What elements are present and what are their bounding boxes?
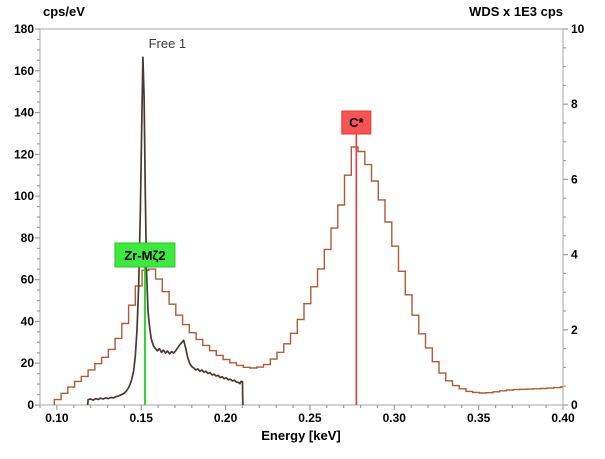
free1-peak-label: Free 1: [149, 36, 187, 51]
left-axis-title: cps/eV: [43, 4, 85, 19]
x-axis-tick-label: 0.25: [298, 411, 322, 425]
right-axis-tick-label: 0: [571, 398, 578, 412]
left-axis-tick-label: 80: [21, 231, 35, 245]
eds-spectrum-curve: [53, 146, 563, 405]
x-axis-tick-label: 0.10: [45, 411, 69, 425]
plot-layer: 0.10 0.15 0.20 0.25 0.30 0.35 0.40020406080100…: [14, 22, 585, 425]
x-axis-tick-label: 0.40: [551, 411, 575, 425]
c-marker-label: C*: [349, 115, 364, 130]
right-axis-tick-label: 10: [571, 22, 585, 36]
x-axis-tick-label: 0.15: [130, 411, 154, 425]
x-axis-tick-label: 0.20: [214, 411, 238, 425]
right-axis-tick-label: 4: [571, 248, 578, 262]
x-axis-title: Energy [keV]: [261, 428, 340, 443]
right-axis-title: WDS x 1E3 cps: [469, 4, 563, 19]
zr-marker-label-box: [114, 242, 176, 268]
wds-scan-curve: [86, 56, 244, 406]
right-axis-tick-label: 6: [571, 172, 578, 186]
left-axis-tick-label: 60: [21, 273, 35, 287]
x-axis-tick-label: 0.35: [467, 411, 491, 425]
left-axis-tick-label: 140: [14, 106, 34, 120]
zr-marker-label: Zr-Mζ2: [124, 248, 165, 263]
left-axis-tick-label: 160: [14, 64, 34, 78]
c-marker-label-box: [341, 110, 372, 135]
right-axis-tick-label: 2: [571, 323, 578, 337]
left-axis-tick-label: 0: [27, 398, 34, 412]
left-axis-tick-label: 20: [21, 356, 35, 370]
x-axis-tick-label: 0.30: [383, 411, 407, 425]
plot-border: [39, 28, 564, 406]
left-axis-tick-label: 180: [14, 22, 34, 36]
left-axis-tick-label: 100: [14, 189, 34, 203]
left-axis-tick-label: 40: [21, 314, 35, 328]
right-axis-tick-label: 8: [571, 97, 578, 111]
left-axis-tick-label: 120: [14, 147, 34, 161]
